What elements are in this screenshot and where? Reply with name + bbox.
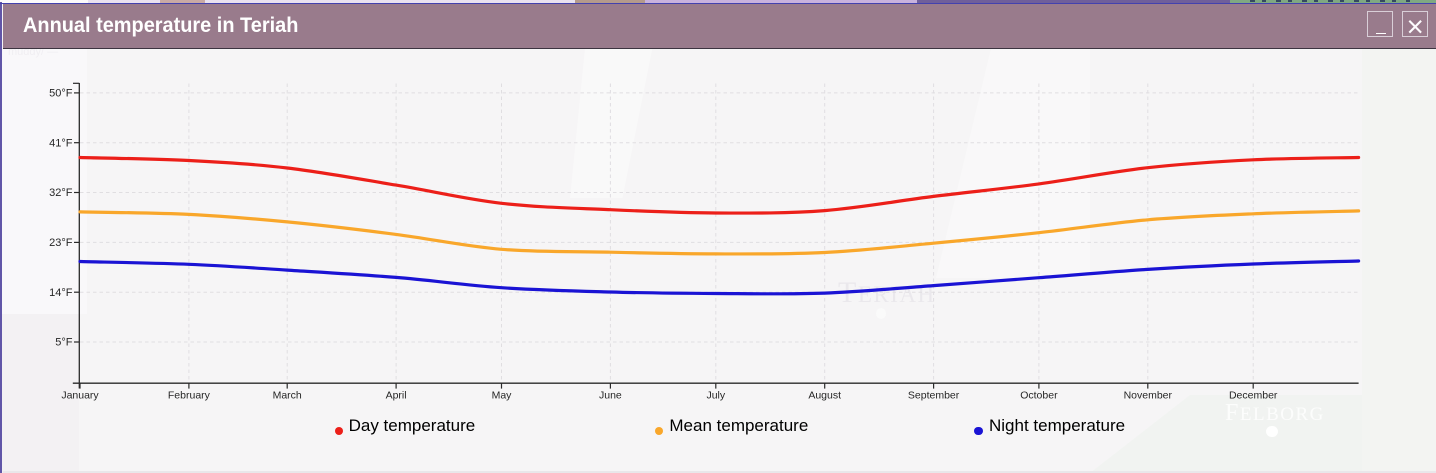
svg-text:5°F: 5°F xyxy=(55,337,73,349)
svg-text:November: November xyxy=(1124,390,1173,402)
svg-text:50°F: 50°F xyxy=(49,88,73,100)
svg-text:April: April xyxy=(386,390,407,402)
svg-text:March: March xyxy=(273,390,302,402)
svg-text:February: February xyxy=(168,390,211,402)
svg-text:August: August xyxy=(808,390,841,402)
svg-text:September: September xyxy=(908,390,960,402)
svg-text:14°F: 14°F xyxy=(49,287,73,299)
svg-text:January: January xyxy=(61,390,99,402)
svg-text:July: July xyxy=(706,390,725,402)
svg-text:41°F: 41°F xyxy=(49,137,73,149)
svg-text:December: December xyxy=(1229,390,1278,402)
svg-text:June: June xyxy=(599,390,622,402)
svg-text:23°F: 23°F xyxy=(49,237,73,249)
svg-text:May: May xyxy=(492,390,513,402)
svg-text:October: October xyxy=(1020,390,1058,402)
svg-text:32°F: 32°F xyxy=(49,187,73,199)
